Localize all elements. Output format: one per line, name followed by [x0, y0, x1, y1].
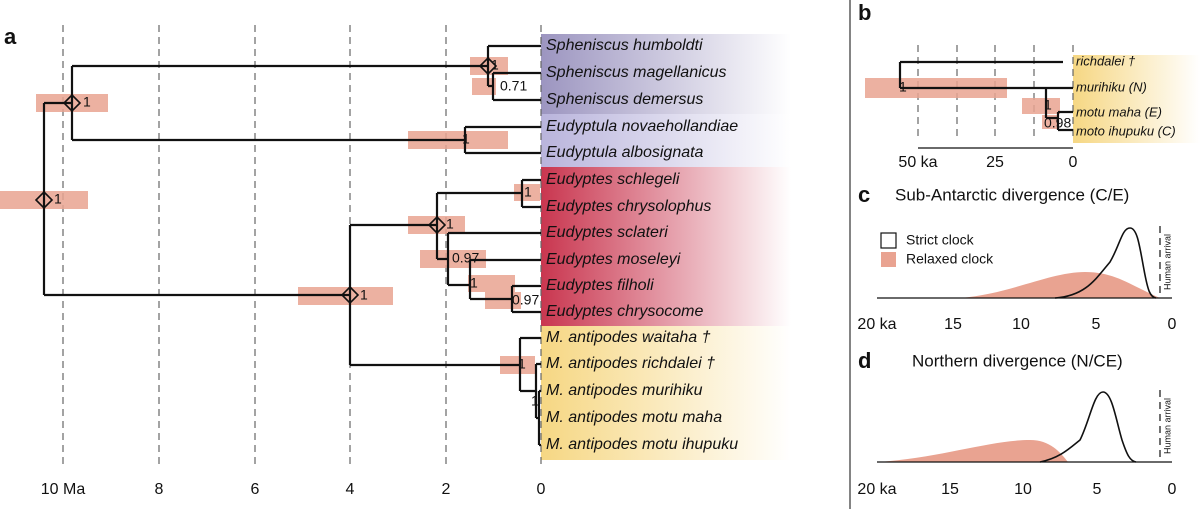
- taxon-label: M. antipodes motu maha: [546, 409, 722, 426]
- axis-tick-label: 0: [1168, 481, 1177, 498]
- legend-swatch: [881, 252, 896, 267]
- strict-clock-density: [1039, 391, 1137, 463]
- support-value: 1: [1044, 97, 1052, 113]
- panel-title: Northern divergence (N/CE): [912, 351, 1123, 370]
- axis-tick-label: 25: [986, 154, 1004, 171]
- relaxed-clock-density: [877, 440, 1068, 462]
- support-value: 1: [470, 275, 478, 291]
- panel-label: b: [858, 0, 871, 25]
- axis-tick-label: 0: [537, 481, 546, 498]
- axis-tick-label: 5: [1092, 316, 1101, 333]
- panel-label: c: [858, 182, 870, 207]
- support-value: 1: [491, 57, 499, 73]
- annotation: Human arrival: [1162, 234, 1172, 290]
- axis-tick-label: 0: [1168, 316, 1177, 333]
- taxon-label: Eudyptes schlegeli: [546, 171, 680, 188]
- axis-tick-label: 6: [251, 481, 260, 498]
- axis-tick-label: 15: [941, 481, 959, 498]
- taxon-label: Spheniscus humboldti: [546, 37, 703, 54]
- clade-backgrounds: [541, 34, 791, 460]
- legend-label: Relaxed clock: [906, 251, 994, 267]
- taxon-label: murihiku (N): [1076, 79, 1147, 94]
- axis-tick-label: 5: [1093, 481, 1102, 498]
- support-value: 0.97: [512, 292, 539, 308]
- support-value: 1: [54, 191, 62, 207]
- taxon-label: Eudyptes chrysocome: [546, 303, 704, 320]
- relaxed-clock-density: [960, 272, 1160, 298]
- axis-tick-label: 10 Ma: [41, 481, 86, 498]
- taxon-label: M. antipodes waitaha †: [546, 329, 711, 346]
- taxon-label: M. antipodes motu ihupuku: [546, 436, 738, 453]
- support-value: 1: [531, 393, 539, 409]
- axis-tick-label: 10: [1014, 481, 1032, 498]
- taxon-label: Eudyptula albosignata: [546, 144, 704, 161]
- taxon-label: Spheniscus magellanicus: [546, 64, 727, 81]
- taxon-label: Spheniscus demersus: [546, 91, 703, 108]
- taxon-label: Eudyptes moseleyi: [546, 251, 681, 268]
- node-age-bar: [1022, 98, 1060, 114]
- phylogeny: [34, 44, 541, 447]
- taxon-label: Eudyptes chrysolophus: [546, 198, 711, 215]
- node-age-bars: [0, 57, 540, 374]
- taxon-label: M. antipodes richdalei †: [546, 355, 715, 372]
- axis-tick-label: 0: [1069, 154, 1078, 171]
- panel-label: a: [4, 24, 17, 49]
- support-value: 1: [360, 287, 368, 303]
- annotation: Human arrival: [1162, 398, 1172, 454]
- time-gridlines: [62, 25, 542, 465]
- axis-tick-label: 4: [346, 481, 355, 498]
- support-value: 0.98: [1044, 115, 1071, 131]
- axis-tick-label: 20 ka: [857, 481, 896, 498]
- axis-tick-label: 50 ka: [898, 154, 937, 171]
- support-value: 1: [462, 131, 470, 147]
- support-value: 1: [83, 94, 91, 110]
- support-value: 1: [524, 184, 532, 200]
- support-value: 0.71: [500, 78, 527, 94]
- taxon-label: M. antipodes murihiku: [546, 382, 703, 399]
- taxon-label: motu maha (E): [1076, 104, 1162, 119]
- clade-background: [1073, 55, 1200, 143]
- panel-label: d: [858, 348, 871, 373]
- axis-tick-label: 20 ka: [857, 316, 896, 333]
- legend-label: Strict clock: [906, 232, 975, 248]
- support-value: 1: [518, 356, 526, 372]
- taxon-label: moto ihupuku (C): [1076, 123, 1176, 138]
- taxon-label: Eudyptes sclateri: [546, 224, 668, 241]
- axis-tick-label: 2: [442, 481, 451, 498]
- taxon-label: Eudyptes filholi: [546, 277, 654, 294]
- axis-tick-label: 10: [1012, 316, 1030, 333]
- support-value: 1: [899, 79, 907, 95]
- legend-swatch: [880, 232, 897, 249]
- strict-clock-density: [1054, 227, 1157, 299]
- axis-tick-label: 15: [944, 316, 962, 333]
- support-value: 1: [446, 216, 454, 232]
- time-gridlines: [917, 45, 1074, 140]
- panel-title: Sub-Antarctic divergence (C/E): [895, 185, 1129, 204]
- taxon-label: richdalei †: [1076, 53, 1136, 68]
- axis-tick-label: 8: [155, 481, 164, 498]
- support-value: 0.97: [452, 250, 479, 266]
- taxon-label: Eudyptula novaehollandiae: [546, 118, 738, 135]
- phylogeny: [898, 60, 1073, 132]
